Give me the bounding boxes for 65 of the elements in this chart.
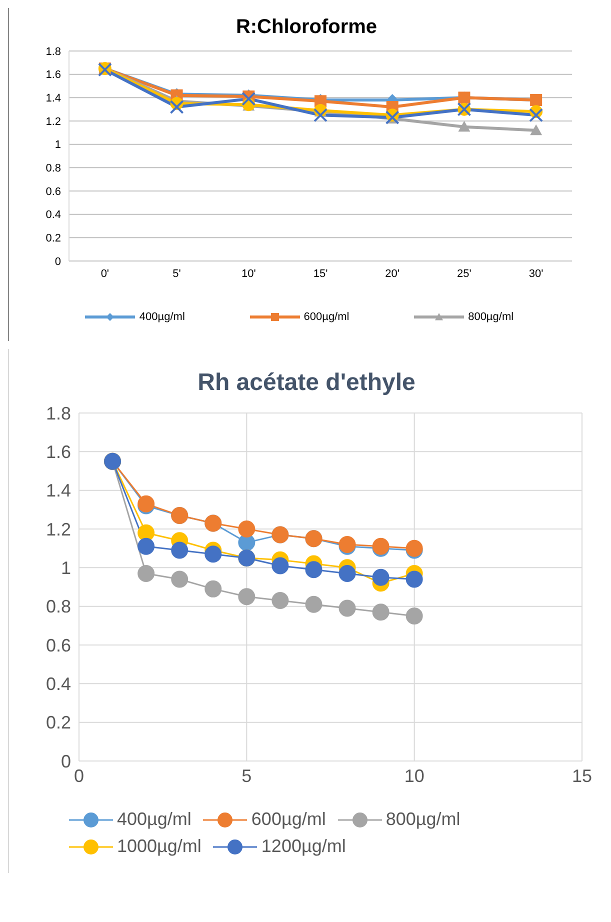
legend-label: 1200µg/ml (261, 836, 346, 857)
legend-label: 600µg/ml (304, 311, 350, 323)
legend-label: 400µg/ml (139, 311, 185, 323)
point (242, 92, 256, 106)
point (171, 570, 188, 588)
legend-label: 800µg/ml (468, 311, 514, 323)
point (272, 592, 289, 610)
point (530, 124, 542, 136)
point (529, 108, 544, 122)
point (305, 596, 322, 613)
y-tick-label: 1.4 (46, 92, 61, 105)
x-tick-label: 5 (242, 766, 252, 786)
y-tick-label: 1.6 (46, 69, 61, 82)
y-tick-label: 1 (60, 558, 71, 578)
point (372, 604, 390, 621)
point (338, 600, 356, 617)
point (372, 568, 390, 586)
y-tick-label: 1.4 (46, 480, 71, 501)
y-tick-label: 0.4 (46, 674, 71, 694)
y-tick-label: 1.6 (46, 442, 71, 462)
point (406, 570, 423, 588)
legend-label: 800µg/ml (386, 809, 460, 830)
point (238, 520, 256, 538)
point (138, 564, 155, 582)
x-tick-label: 15 (572, 766, 592, 786)
y-tick-label: 0 (54, 256, 61, 268)
legend-label: 400µg/ml (117, 809, 192, 830)
y-tick-label: 0.8 (46, 162, 61, 175)
x-tick-label: 0' (100, 268, 110, 280)
point (305, 561, 322, 578)
y-tick-label: 0.6 (46, 186, 61, 198)
y-tick-label: 0 (60, 751, 71, 772)
y-tick-label: 1.2 (46, 519, 71, 540)
point (272, 557, 289, 574)
x-tick-label: 5' (172, 268, 181, 280)
point (314, 108, 328, 122)
point (204, 546, 222, 563)
point (138, 538, 155, 555)
point (170, 100, 184, 114)
x-tick-label: 0 (74, 766, 84, 786)
y-tick-label: 1.2 (46, 116, 61, 128)
legend-label: 1000µg/ml (117, 836, 202, 857)
point (406, 608, 423, 624)
x-tick-label: 30' (528, 268, 544, 280)
y-tick-label: 0.2 (46, 232, 61, 245)
x-tick-label: 20' (385, 268, 400, 280)
point (171, 542, 188, 559)
point (338, 564, 356, 582)
x-tick-label: 10' (241, 268, 256, 280)
point (458, 120, 470, 132)
legend-label: 600µg/ml (251, 809, 326, 830)
x-tick-label: 15' (313, 268, 328, 280)
y-tick-label: 1.8 (46, 46, 61, 58)
chart-title: R:Chloroforme (234, 15, 378, 40)
chart-title: Rh acétate d'ethyle (196, 368, 416, 398)
y-tick-label: 0.2 (46, 712, 71, 733)
x-tick-label: 25' (457, 268, 472, 280)
y-tick-label: 1.8 (46, 403, 71, 424)
x-tick-label: 10 (404, 766, 424, 786)
y-tick-label: 0.6 (46, 635, 71, 656)
point (204, 580, 222, 598)
point (238, 588, 256, 606)
y-tick-label: 0.8 (46, 596, 71, 617)
y-tick-label: 1 (54, 139, 61, 152)
y-tick-label: 0.4 (46, 209, 61, 222)
